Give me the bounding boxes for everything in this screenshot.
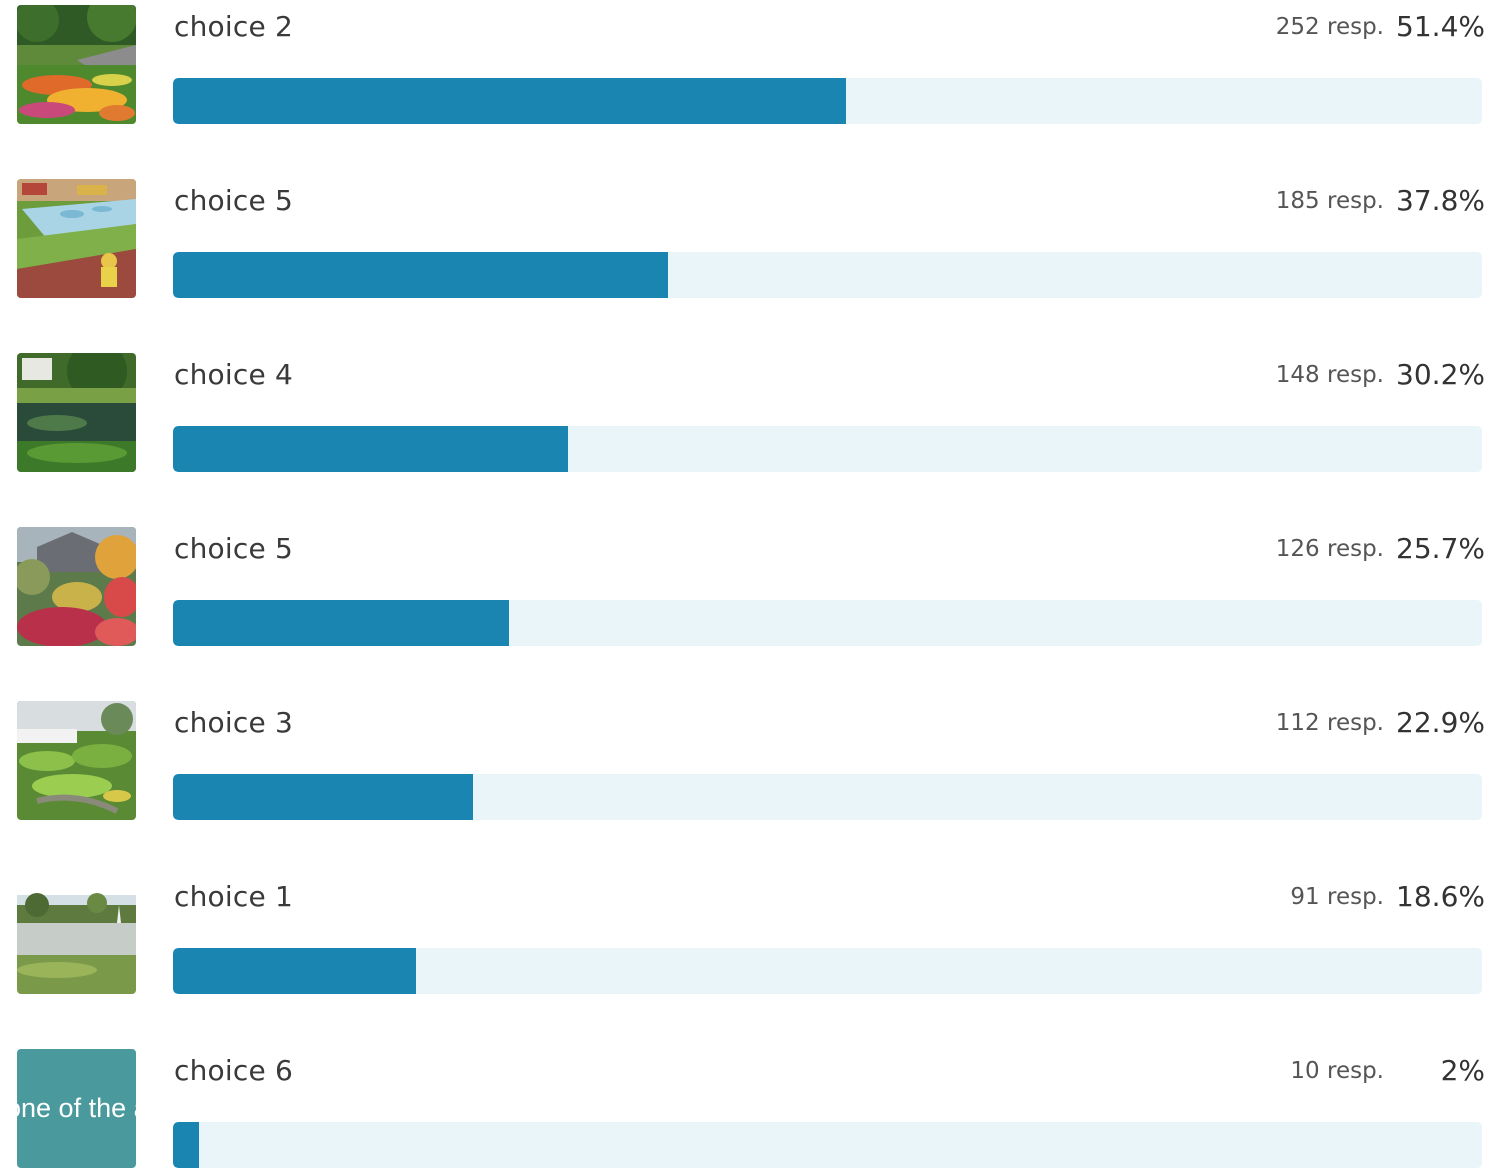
choice-label: choice 2 (174, 10, 293, 43)
result-row: choice 5 126 resp. 25.7% (0, 522, 1492, 652)
result-row: None of the above. choice 6 10 resp. 2% (0, 1044, 1492, 1174)
response-count: 185 resp. (1275, 188, 1384, 214)
autumn-shrubs-image (17, 527, 136, 646)
choice-label: choice 3 (174, 706, 293, 739)
bar-fill (173, 1122, 199, 1168)
choice-label: choice 5 (174, 532, 293, 565)
response-count: 252 resp. (1275, 14, 1384, 40)
lily-pond-thumbnail (17, 353, 136, 472)
response-count: 126 resp. (1275, 536, 1384, 562)
pond-fountain-thumbnail (17, 875, 136, 994)
splash-pad-thumbnail (17, 179, 136, 298)
choice-label: choice 1 (174, 880, 293, 913)
result-row: choice 2 252 resp. 51.4% (0, 0, 1492, 130)
bar-track (173, 774, 1482, 820)
bar-fill (173, 948, 416, 994)
rain-garden-thumbnail (17, 701, 136, 820)
percent-label: 2% (1440, 1054, 1485, 1087)
bar-track (173, 948, 1482, 994)
splash-pad-image (17, 179, 136, 298)
bar-fill (173, 774, 473, 820)
autumn-shrubs-thumbnail (17, 527, 136, 646)
choice-label: choice 5 (174, 184, 293, 217)
result-row: choice 1 91 resp. 18.6% (0, 870, 1492, 1000)
bar-fill (173, 78, 846, 124)
rain-garden-image (17, 701, 136, 820)
pond-fountain-image (17, 875, 136, 994)
lily-pond-image (17, 353, 136, 472)
bar-track (173, 1122, 1482, 1168)
response-count: 148 resp. (1275, 362, 1384, 388)
tile-text: None of the above. (17, 1093, 136, 1123)
bar-track (173, 600, 1482, 646)
response-count: 91 resp. (1290, 884, 1384, 910)
result-row: choice 3 112 resp. 22.9% (0, 696, 1492, 826)
none-of-the-above-tile: None of the above. (17, 1049, 136, 1168)
percent-label: 22.9% (1396, 706, 1485, 739)
bar-fill (173, 600, 509, 646)
percent-label: 37.8% (1396, 184, 1485, 217)
choice-label: choice 6 (174, 1054, 293, 1087)
choice-label: choice 4 (174, 358, 293, 391)
percent-label: 30.2% (1396, 358, 1485, 391)
response-count: 10 resp. (1290, 1058, 1384, 1084)
result-row: choice 5 185 resp. 37.8% (0, 174, 1492, 304)
garden-flowerbed-image (17, 5, 136, 124)
bar-track (173, 252, 1482, 298)
bar-track (173, 78, 1482, 124)
bar-fill (173, 252, 668, 298)
percent-label: 25.7% (1396, 532, 1485, 565)
bar-fill (173, 426, 568, 472)
response-count: 112 resp. (1275, 710, 1384, 736)
garden-flowerbed-thumbnail (17, 5, 136, 124)
percent-label: 18.6% (1396, 880, 1485, 913)
bar-track (173, 426, 1482, 472)
result-row: choice 4 148 resp. 30.2% (0, 348, 1492, 478)
percent-label: 51.4% (1396, 10, 1485, 43)
